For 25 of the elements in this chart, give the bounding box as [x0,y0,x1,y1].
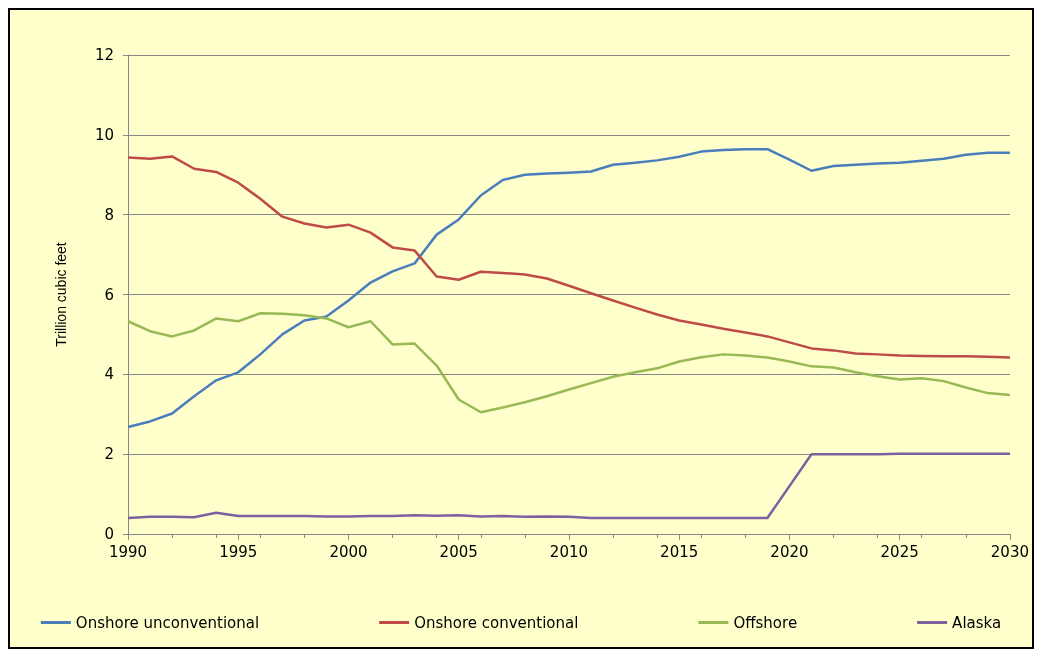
y-tick-label: 4 [104,365,114,384]
y-tick-label: 8 [104,205,114,224]
x-tick-label: 2025 [880,542,919,561]
line-series [126,452,1012,520]
x-tick-label: 2010 [549,542,589,561]
x-tick-label: 1995 [219,542,258,561]
x-tick-label: 2015 [660,542,699,561]
legend-label: Alaska [952,613,1002,632]
legend-label: Onshore unconventional [75,613,260,632]
y-tick-label: 10 [94,125,114,144]
line-series [126,312,1012,414]
y-axis-title: Trillion cubic feet [53,242,69,347]
legend-label: Onshore conventional [414,613,579,632]
x-tick-label: 1990 [108,542,148,561]
x-tick-label: 2030 [990,542,1030,561]
line-series [126,147,1012,429]
x-tick-label: 2020 [770,542,809,561]
y-tick-label: 6 [104,285,114,304]
y-tick-label: 12 [94,46,114,64]
y-tick-label: 0 [104,525,114,543]
legend-label: Offshore [733,613,798,632]
x-tick-label: 2005 [439,542,478,561]
line-series [126,155,1012,359]
x-tick-label: 2000 [329,542,368,561]
y-tick-label: 2 [104,445,114,464]
